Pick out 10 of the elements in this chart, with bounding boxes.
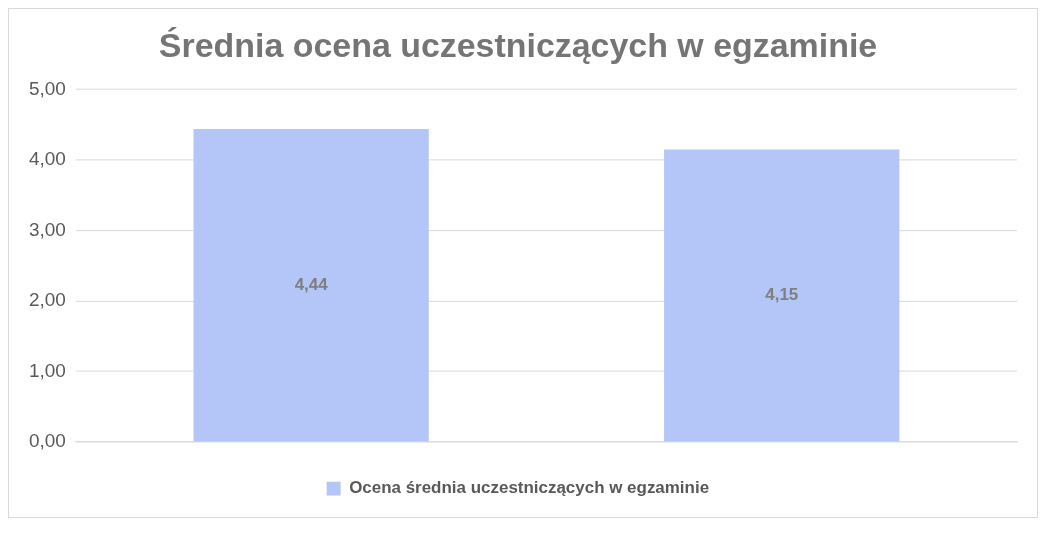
y-tick-label: 2,00 bbox=[28, 289, 66, 311]
y-tick-label: 4,00 bbox=[28, 148, 66, 170]
chart-title: Średnia ocena uczestniczących w egzaminie bbox=[158, 25, 878, 64]
y-tick-label: 1,00 bbox=[28, 359, 66, 381]
data-label: 4,15 bbox=[765, 285, 799, 305]
y-tick-label: 0,00 bbox=[28, 430, 66, 452]
data-label: 4,44 bbox=[294, 274, 329, 294]
y-tick-label: 3,00 bbox=[28, 218, 66, 240]
legend-label: Ocena średnia uczestniczących w egzaminie bbox=[349, 478, 710, 498]
y-tick-label: 5,00 bbox=[28, 77, 66, 99]
